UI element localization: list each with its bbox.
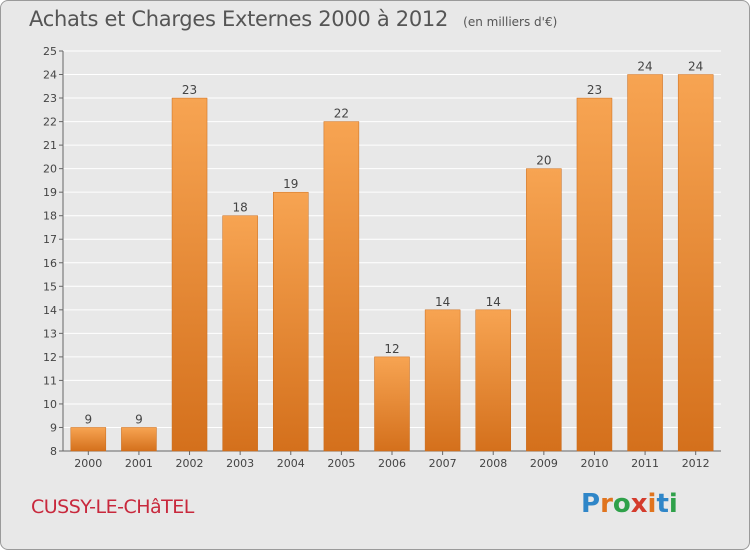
bar-2002 — [171, 97, 208, 452]
bar-2001 — [121, 427, 157, 452]
data-label-2002: 23 — [182, 83, 197, 97]
y-tick-label: 15 — [43, 280, 57, 293]
data-label-2012: 24 — [688, 60, 703, 74]
bar-2004 — [273, 191, 309, 452]
y-tick-label: 16 — [43, 257, 57, 270]
brand-letter: P — [581, 489, 601, 519]
x-tick-label-2008: 2008 — [479, 457, 507, 470]
brand-letter: o — [612, 489, 631, 519]
y-tick-label: 24 — [43, 69, 57, 82]
y-tick-label: 14 — [43, 304, 57, 317]
brand-logo: Proxiti — [581, 489, 678, 519]
x-tick-label-2001: 2001 — [125, 457, 153, 470]
data-label-2005: 22 — [334, 107, 349, 121]
y-tick-label: 22 — [43, 116, 57, 129]
y-tick-label: 25 — [43, 45, 57, 58]
brand-letter: i — [668, 489, 678, 519]
brand-letter: i — [647, 489, 657, 519]
x-tick-label-2003: 2003 — [226, 457, 254, 470]
data-label-2001: 9 — [135, 412, 143, 426]
x-tick-label-2011: 2011 — [631, 457, 659, 470]
brand-letter: x — [630, 489, 648, 519]
data-label-2011: 24 — [637, 60, 652, 74]
bar-2009 — [526, 168, 562, 452]
x-tick-label-2004: 2004 — [277, 457, 305, 470]
bar-2007 — [424, 309, 461, 452]
data-label-2009: 20 — [536, 154, 551, 168]
bar-2012 — [677, 74, 714, 452]
y-tick-label: 18 — [43, 210, 57, 223]
bar-2008 — [475, 309, 511, 452]
chart-subtitle: (en milliers d'€) — [463, 15, 558, 29]
bar-2006 — [374, 356, 410, 452]
x-tick-label-2007: 2007 — [429, 457, 457, 470]
y-tick-label: 13 — [43, 327, 57, 340]
y-tick-label: 20 — [43, 163, 57, 176]
axes: 8 9 10 11 12 13 14 15 16 17 18 19 20 21 22 23 24 25 2000 20… — [43, 45, 721, 470]
data-label-2000: 9 — [84, 412, 92, 426]
y-tick-label: 21 — [43, 139, 57, 152]
bar-2005 — [323, 121, 360, 452]
data-label-2007: 14 — [435, 295, 450, 309]
y-tick-label: 17 — [43, 233, 57, 246]
data-label-2006: 12 — [384, 342, 399, 356]
x-tick-label-2010: 2010 — [580, 457, 608, 470]
y-tick-label: 9 — [50, 421, 57, 434]
brand-letter: t — [656, 489, 669, 519]
bar-2000 — [70, 427, 107, 452]
data-label-2004: 19 — [283, 177, 298, 191]
bar-2010 — [576, 97, 613, 452]
y-tick-label: 8 — [50, 445, 57, 458]
title-row: Achats et Charges Externes 2000 à 2012 (… — [29, 7, 557, 31]
y-tick-label: 23 — [43, 92, 57, 105]
bars — [70, 74, 714, 452]
brand-letter: r — [600, 489, 613, 519]
y-tick-label: 10 — [43, 398, 57, 411]
y-tick-label: 12 — [43, 351, 57, 364]
x-tick-label-2005: 2005 — [327, 457, 355, 470]
x-tick-label-2002: 2002 — [176, 457, 204, 470]
chart-title: Achats et Charges Externes 2000 à 2012 — [29, 7, 449, 31]
x-tick-label-2009: 2009 — [530, 457, 558, 470]
data-label-2010: 23 — [587, 83, 602, 97]
x-tick-label-2006: 2006 — [378, 457, 406, 470]
x-tick-label-2000: 2000 — [74, 457, 102, 470]
commune-name: CUSSY-LE-CHâTEL — [31, 496, 194, 518]
y-tick-label: 19 — [43, 186, 57, 199]
bar-2011 — [627, 74, 663, 452]
data-label-2003: 18 — [233, 201, 248, 215]
x-tick-label-2012: 2012 — [682, 457, 710, 470]
y-tick-label: 11 — [43, 374, 57, 387]
data-labels: 9 9 23 18 19 22 12 14 14 20 23 24 24 — [84, 60, 703, 427]
data-label-2008: 14 — [486, 295, 501, 309]
bar-2003 — [222, 215, 258, 452]
